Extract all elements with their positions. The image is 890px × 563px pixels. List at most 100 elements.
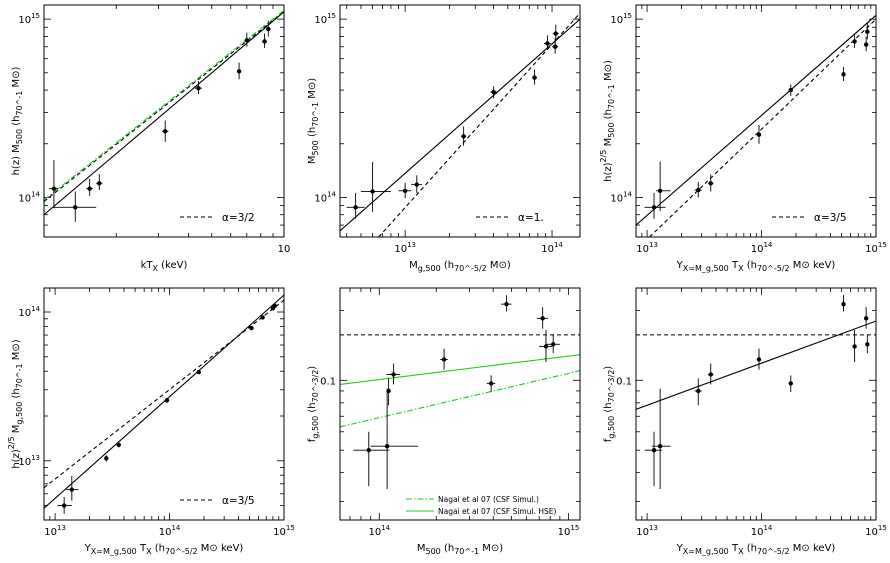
point-marker [73, 205, 78, 210]
data-point [86, 178, 93, 196]
data-point [707, 174, 714, 192]
x-axis-label: YX=M_g,500​ TX​ (h70^-5/2​ M⊙ keV) [676, 543, 836, 556]
point-marker [651, 205, 657, 210]
series-line-dashdot [44, 9, 284, 201]
point-marker [402, 188, 408, 193]
x-axis-label: YX=M_g,500​ TX​ (h70^-5/2​ M⊙ keV) [676, 260, 836, 273]
data-points [644, 295, 870, 490]
series-line-solid [44, 11, 284, 216]
data-point [265, 20, 271, 37]
point-marker [97, 181, 102, 186]
plot-frame [339, 4, 581, 238]
data-point [96, 174, 103, 191]
data-point [756, 348, 762, 370]
data-point [386, 378, 391, 406]
point-marker [852, 344, 857, 349]
legend-label: Nagai et al 07 (CSF Simul. HSE) [438, 507, 556, 516]
y-tick-label: 1015 [18, 12, 40, 26]
data-point [411, 175, 422, 193]
y-axis-label: M500​ (h70^-1​ M⊙) [307, 78, 320, 164]
point-marker [87, 186, 92, 191]
point-marker [540, 316, 545, 321]
fit-lines [636, 14, 876, 237]
x-axis-label: M500​ (h70^-1​ M⊙) [417, 543, 503, 556]
data-point [501, 295, 512, 312]
data-point [104, 455, 109, 462]
data-point [852, 329, 857, 362]
point-marker [756, 132, 762, 137]
y-axis-label: fg,500​ (h70^-3/2​) [307, 366, 320, 443]
data-point [249, 325, 254, 331]
data-point [262, 33, 268, 48]
data-point [694, 378, 702, 406]
y-axis-label: h(z) M500​ (h70^-1​ M⊙) [11, 66, 24, 175]
y-tick-label: 1014 [610, 190, 632, 204]
data-point [386, 363, 401, 385]
point-marker [504, 301, 509, 307]
data-point [461, 126, 467, 146]
plot-frame [43, 287, 285, 521]
data-point [236, 62, 242, 80]
data-point [841, 66, 846, 81]
point-marker [488, 381, 494, 386]
data-point [164, 397, 170, 403]
series-line-dashed [378, 12, 580, 237]
point-marker [104, 456, 109, 461]
data-point [656, 161, 671, 211]
x-tick-label: 1013 [636, 241, 658, 255]
x-tick-label: 1014 [751, 241, 773, 255]
point-marker [552, 44, 558, 49]
legend: α=1. [476, 212, 544, 224]
x-axis-label: YX=M_g,500​ TX​ (h70^-5/2​ M⊙ keV) [84, 543, 244, 556]
series-line-solid [636, 320, 876, 410]
point-marker [553, 31, 558, 36]
point-marker [551, 342, 556, 347]
point-marker [863, 316, 869, 321]
x-axis-label: kTX​ (keV) [141, 260, 188, 273]
data-point [49, 160, 59, 209]
data-points [346, 24, 559, 219]
fit-lines [340, 334, 580, 428]
data-point [651, 388, 671, 490]
data-point [865, 23, 870, 40]
data-point [116, 442, 121, 448]
plot-frame [635, 4, 877, 238]
point-marker [543, 344, 549, 349]
point-marker [788, 87, 793, 93]
plot-frame [339, 287, 581, 521]
data-point [194, 80, 202, 95]
data-point [788, 84, 793, 97]
series-line-solid [44, 294, 284, 509]
fit-lines [44, 9, 284, 216]
legend: α=3/2 [180, 212, 255, 224]
data-point [852, 33, 857, 48]
point-marker [384, 444, 390, 449]
legend-label: α=1. [518, 212, 544, 224]
data-point [536, 307, 549, 329]
point-marker [651, 447, 657, 453]
point-marker [532, 75, 537, 80]
fit-lines [44, 294, 284, 509]
series-line-solid [340, 354, 580, 385]
point-marker [491, 89, 496, 95]
x-tick-label: 1014 [368, 524, 390, 538]
data-point [66, 476, 79, 501]
point-marker [756, 357, 762, 362]
axis-ticks [43, 288, 285, 521]
x-axis-label: Mg,500​ (h70^-5/2​ M⊙) [409, 260, 511, 273]
data-point [260, 315, 265, 320]
point-marker [69, 487, 75, 492]
point-marker [461, 134, 466, 139]
chart-panel-bottom-right: 1013 1014 1015 0.1 YX=M_g,500​ TX​ (h70^-5/2… [603, 287, 887, 556]
data-point [644, 192, 666, 219]
point-marker [51, 186, 57, 191]
x-tick-label: 1014 [751, 524, 773, 538]
data-point [863, 307, 869, 329]
point-marker [116, 442, 121, 448]
x-tick-label: 1013 [394, 241, 416, 255]
data-point [161, 120, 169, 142]
axis-ticks [635, 288, 877, 520]
point-marker [441, 357, 447, 362]
series-line-dashdot [340, 370, 580, 428]
point-marker [696, 187, 701, 193]
